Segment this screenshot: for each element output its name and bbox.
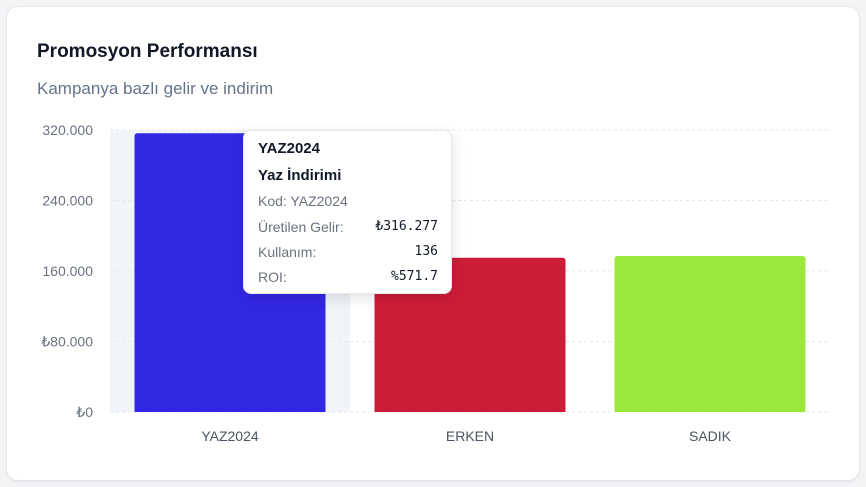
tooltip-revenue-label: Üretilen Gelir: [258,219,344,235]
tooltip-usage-value: 136 [414,244,438,259]
tooltip-code: YAZ2024 [258,140,320,157]
y-tick-label: 320.000 [42,122,93,138]
y-tick-label: ₺80.000 [41,334,93,350]
x-tick-label: SADIK [689,428,732,444]
card-subtitle: Kampanya bazlı gelir ve indirim [37,79,274,98]
chart-tooltip: YAZ2024 Yaz İndirimi Kod: YAZ2024 Üretil… [243,130,452,294]
card-title: Promosyon Performansı [37,41,258,62]
tooltip-revenue-value: ₺316.277 [375,219,438,234]
tooltip-roi-label: ROI: [258,269,287,285]
x-tick-label: ERKEN [446,428,494,444]
tooltip-roi-value: %571.7 [391,269,438,284]
y-tick-label: ₺0 [76,404,93,420]
tooltip-name: Yaz İndirimi [258,167,342,184]
bar [374,257,566,412]
y-tick-label: 240.000 [42,193,93,209]
tooltip-usage-label: Kullanım: [258,244,317,260]
tooltip-revenue-row: Üretilen Gelir: ₺316.277 [258,219,438,235]
y-tick-label: 160.000 [42,263,93,279]
tooltip-usage-row: Kullanım: 136 [258,244,438,260]
tooltip-code-row: Kod: YAZ2024 [258,193,438,209]
bar [614,256,806,412]
tooltip-code-line: Kod: YAZ2024 [258,193,348,209]
x-tick-label: YAZ2024 [201,428,259,444]
tooltip-roi-row: ROI: %571.7 [258,269,438,285]
